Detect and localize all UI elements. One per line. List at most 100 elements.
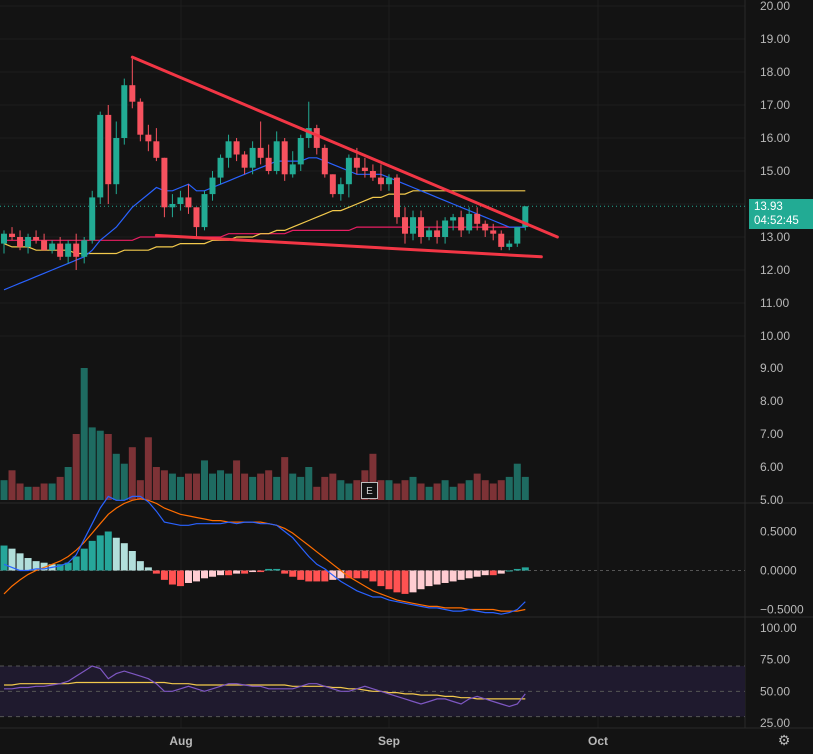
date-label: Aug <box>169 734 192 748</box>
volume-bar <box>457 483 465 500</box>
volume-bar <box>88 427 96 500</box>
candle-body <box>113 138 120 185</box>
time-axis[interactable]: Aug Sep Oct <box>169 734 608 748</box>
candle-body <box>353 157 360 168</box>
candle-body <box>81 240 88 257</box>
volume-bar <box>273 476 281 500</box>
volume-bar <box>136 480 144 500</box>
volume-bar <box>32 486 40 500</box>
candle-body <box>105 114 112 185</box>
rsi-tick-label: 75.00 <box>760 653 790 667</box>
price-tick-label: 15.00 <box>760 164 790 178</box>
candle-body <box>137 101 144 135</box>
volume-tick-label: 9.00 <box>760 361 784 375</box>
price-tick-label: 11.00 <box>760 296 789 310</box>
candle-body <box>249 147 256 168</box>
candle-body <box>177 197 184 204</box>
macd-histogram-bar <box>8 548 16 571</box>
candle-body <box>201 194 208 228</box>
candle-body <box>233 141 240 155</box>
volume-bar <box>128 447 136 500</box>
volume-bar <box>513 463 521 500</box>
volume-bar <box>104 434 112 500</box>
price-pane[interactable] <box>0 55 745 291</box>
macd-histogram-bar <box>40 562 48 571</box>
rsi-pane <box>0 665 745 718</box>
macd-histogram-bar <box>369 570 377 582</box>
candle-body <box>522 206 529 228</box>
date-label: Sep <box>378 734 400 748</box>
volume-bar <box>417 483 425 500</box>
macd-histogram-bar <box>353 570 361 579</box>
price-tick-label: 16.00 <box>760 131 790 145</box>
macd-histogram-bar <box>481 570 489 576</box>
candle-body <box>273 141 280 171</box>
candle-body <box>25 237 32 247</box>
ma-blue-line <box>3 157 526 291</box>
volume-bar <box>449 486 457 500</box>
candle-body <box>450 217 457 221</box>
rsi-line <box>4 665 526 708</box>
macd-pane <box>0 495 745 615</box>
macd-histogram-bar <box>361 570 369 579</box>
macd-histogram-bar <box>345 570 353 579</box>
candle-body <box>281 141 288 175</box>
macd-histogram-bar <box>401 570 409 594</box>
macd-histogram-bar <box>265 568 273 571</box>
macd-histogram-bar <box>225 570 233 576</box>
volume-bar <box>521 476 529 500</box>
volume-bar <box>425 486 433 500</box>
macd-histogram-bar <box>505 570 513 572</box>
volume-bar <box>152 467 160 500</box>
volume-bar <box>120 463 128 500</box>
macd-histogram-bar <box>433 570 441 585</box>
volume-bar <box>64 467 72 500</box>
volume-pane <box>0 368 529 500</box>
volume-bar <box>96 430 104 500</box>
macd-histogram-bar <box>321 570 329 582</box>
volume-bar <box>393 483 401 500</box>
volume-bar <box>56 476 64 500</box>
price-tick-label: 10.00 <box>760 329 790 343</box>
candle-body <box>121 85 128 138</box>
volume-bar <box>401 480 409 500</box>
macd-histogram-bar <box>441 570 449 583</box>
macd-histogram-bar <box>96 535 104 571</box>
macd-histogram-bar <box>465 570 473 579</box>
volume-bar <box>176 476 184 500</box>
candle-body <box>361 167 368 171</box>
volume-bar <box>265 470 273 500</box>
macd-histogram-bar <box>313 570 321 582</box>
macd-histogram-bar <box>385 570 393 590</box>
volume-bar <box>289 473 297 500</box>
earnings-marker[interactable]: E <box>361 482 378 499</box>
volume-bar <box>433 483 441 500</box>
macd-histogram-bar <box>457 570 465 580</box>
macd-histogram-bar <box>289 570 297 577</box>
macd-histogram-bar <box>241 570 249 574</box>
macd-histogram-bar <box>56 564 64 571</box>
macd-histogram-bar <box>489 570 497 576</box>
candle-body <box>265 157 272 171</box>
volume-bar <box>144 437 152 500</box>
bar-countdown: 04:52:45 <box>754 215 799 227</box>
macd-histogram-bar <box>144 567 152 571</box>
macd-histogram-bar <box>249 570 257 573</box>
candle-body <box>193 207 200 228</box>
rsi-ma-line <box>4 681 526 700</box>
macd-histogram-bar <box>273 568 281 571</box>
volume-bar <box>80 368 88 500</box>
macd-histogram-bar <box>120 543 128 571</box>
candle-body <box>241 154 248 168</box>
candle-body <box>41 240 48 251</box>
candle-body <box>498 233 505 247</box>
macd-histogram-bar <box>417 570 425 590</box>
candle-body <box>89 197 96 241</box>
price-tick-label: 13.00 <box>760 230 790 244</box>
candle-body <box>514 227 521 244</box>
rsi-tick-label: 50.00 <box>760 684 790 698</box>
volume-bar <box>481 480 489 500</box>
gear-icon[interactable]: ⚙ <box>777 733 791 749</box>
price-axis[interactable]: 20.0019.0018.0017.0016.0015.0014.0013.00… <box>760 0 804 730</box>
